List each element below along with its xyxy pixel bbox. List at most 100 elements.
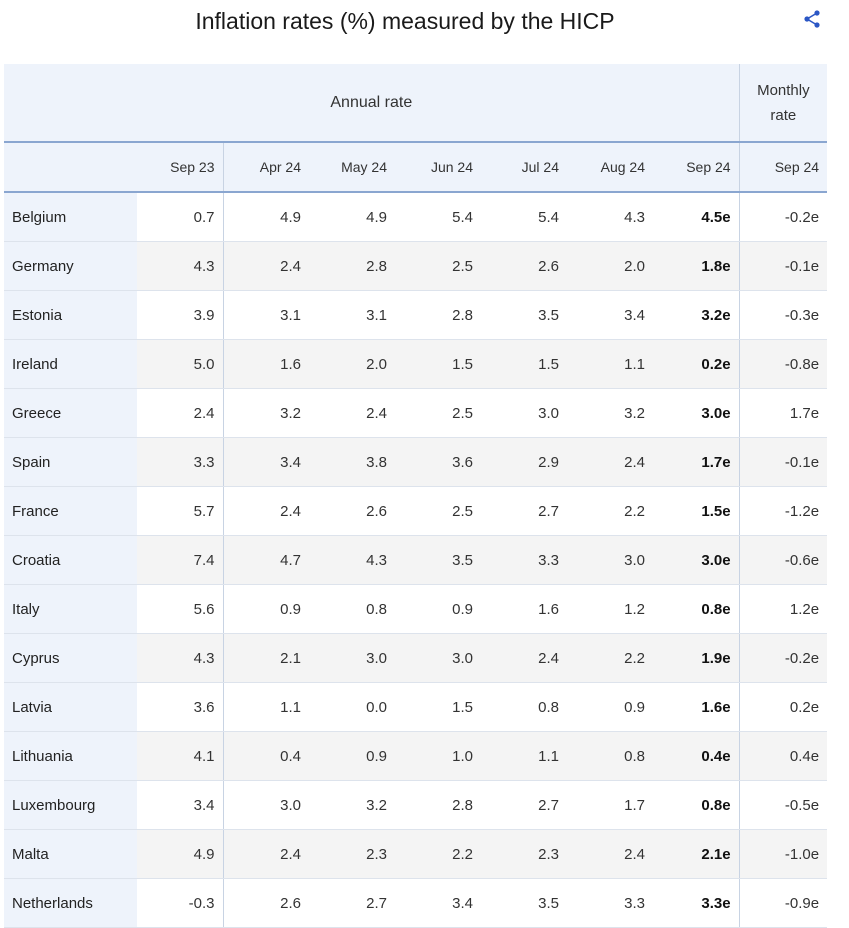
value-cell: 3.4 [395, 878, 481, 928]
country-cell: Germany [4, 241, 137, 291]
value-cell: -0.2e [738, 633, 828, 683]
table-row: Spain 3.3 3.4 3.8 3.6 2.9 2.4 1.7e -0.1e [4, 437, 828, 487]
value-cell: 2.2 [567, 633, 653, 683]
value-cell: -0.5e [738, 780, 828, 830]
value-cell: -0.3 [137, 878, 224, 928]
value-cell: 4.3 [567, 192, 653, 242]
value-cell: 2.5 [395, 241, 481, 291]
value-cell: -0.3e [738, 290, 828, 340]
value-cell: 1.6e [653, 682, 740, 732]
value-cell: 2.4 [223, 829, 309, 879]
value-cell: 2.2 [567, 486, 653, 536]
value-cell: 1.5 [395, 339, 481, 389]
value-cell: 0.9 [567, 682, 653, 732]
value-cell: 5.4 [481, 192, 567, 242]
value-cell: 4.5e [653, 192, 740, 242]
country-cell: Estonia [4, 290, 137, 340]
value-cell: 2.7 [481, 780, 567, 830]
value-cell: 5.4 [395, 192, 481, 242]
value-cell: 1.1 [223, 682, 309, 732]
value-cell: 0.9 [223, 584, 309, 634]
value-cell: 2.0 [567, 241, 653, 291]
value-cell: 1.2 [567, 584, 653, 634]
value-cell: 1.2e [738, 584, 828, 634]
country-cell: Latvia [4, 682, 137, 732]
value-cell: -0.1e [738, 437, 828, 487]
value-cell: 1.8e [653, 241, 740, 291]
value-cell: 0.8e [653, 584, 740, 634]
value-cell: 2.1 [223, 633, 309, 683]
value-cell: -0.9e [738, 878, 828, 928]
value-cell: 2.4 [567, 437, 653, 487]
country-cell: Italy [4, 584, 137, 634]
value-cell: 1.7e [738, 388, 828, 438]
table-row: Malta 4.9 2.4 2.3 2.2 2.3 2.4 2.1e -1.0e [4, 829, 828, 879]
value-cell: 3.6 [137, 682, 224, 732]
value-cell: 3.8 [309, 437, 395, 487]
share-icon[interactable] [802, 9, 822, 29]
value-cell: 2.4 [567, 829, 653, 879]
value-cell: 1.6 [223, 339, 309, 389]
value-cell: 2.8 [309, 241, 395, 291]
monthly-rate-header: Monthly rate [738, 64, 828, 143]
monthly-label-line1: Monthly [757, 81, 810, 99]
value-cell: 1.5e [653, 486, 740, 536]
value-cell: 1.6 [481, 584, 567, 634]
value-cell: 2.7 [481, 486, 567, 536]
country-cell: Croatia [4, 535, 137, 585]
value-cell: 0.9 [309, 731, 395, 781]
table-row: Italy 5.6 0.9 0.8 0.9 1.6 1.2 0.8e 1.2e [4, 584, 828, 634]
value-cell: 3.3 [567, 878, 653, 928]
value-cell: 3.3e [653, 878, 740, 928]
value-cell: 1.7 [567, 780, 653, 830]
value-cell: 3.4 [223, 437, 309, 487]
value-cell: 1.1 [567, 339, 653, 389]
value-cell: 3.3 [481, 535, 567, 585]
value-cell: 2.8 [395, 290, 481, 340]
country-cell: Greece [4, 388, 137, 438]
table-row: Greece 2.4 3.2 2.4 2.5 3.0 3.2 3.0e 1.7e [4, 388, 828, 438]
monthly-label-line2: rate [770, 106, 797, 124]
value-cell: 1.1 [481, 731, 567, 781]
value-cell: -0.8e [738, 339, 828, 389]
value-cell: 4.7 [223, 535, 309, 585]
value-cell: 0.8 [309, 584, 395, 634]
value-cell: 3.0 [395, 633, 481, 683]
value-cell: 2.8 [395, 780, 481, 830]
table-row: Cyprus 4.3 2.1 3.0 3.0 2.4 2.2 1.9e -0.2e [4, 633, 828, 683]
value-cell: 0.8 [481, 682, 567, 732]
country-cell: Spain [4, 437, 137, 487]
country-cell: Malta [4, 829, 137, 879]
value-cell: 2.6 [223, 878, 309, 928]
table-row: Luxembourg 3.4 3.0 3.2 2.8 2.7 1.7 0.8e -0.5e [4, 780, 828, 830]
column-header: Sep 23 [137, 142, 224, 193]
value-cell: 2.9 [481, 437, 567, 487]
value-cell: 2.4 [481, 633, 567, 683]
value-cell: -1.0e [738, 829, 828, 879]
value-cell: 2.6 [309, 486, 395, 536]
value-cell: 0.2e [653, 339, 740, 389]
value-cell: 2.4 [137, 388, 224, 438]
inflation-table: Annual rate Monthly rate Sep 23 Apr 24 May… [4, 64, 828, 928]
value-cell: 3.1 [223, 290, 309, 340]
value-cell: 0.0 [309, 682, 395, 732]
value-cell: 3.0 [567, 535, 653, 585]
country-cell: Netherlands [4, 878, 137, 928]
value-cell: 7.4 [137, 535, 224, 585]
value-cell: 1.5 [395, 682, 481, 732]
value-cell: 4.3 [137, 633, 224, 683]
country-cell: Lithuania [4, 731, 137, 781]
value-cell: 3.0 [481, 388, 567, 438]
value-cell: 3.0e [653, 535, 740, 585]
column-header: Sep 24 [738, 142, 828, 193]
table-row: Germany 4.3 2.4 2.8 2.5 2.6 2.0 1.8e -0.1e [4, 241, 828, 291]
value-cell: 2.5 [395, 486, 481, 536]
value-cell: 3.9 [137, 290, 224, 340]
value-cell: 3.2 [567, 388, 653, 438]
value-cell: 1.5 [481, 339, 567, 389]
annual-rate-header: Annual rate [4, 64, 740, 143]
value-cell: 5.6 [137, 584, 224, 634]
value-cell: 4.9 [223, 192, 309, 242]
page-title: Inflation rates (%) measured by the HICP [195, 8, 615, 34]
country-cell: France [4, 486, 137, 536]
